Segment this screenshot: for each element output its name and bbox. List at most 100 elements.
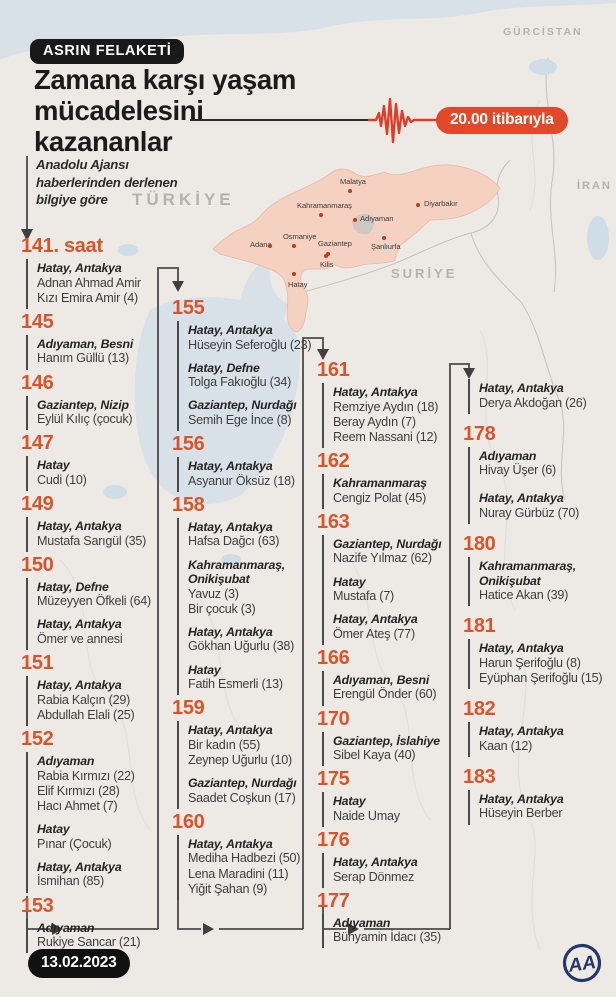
location-label: Hatay <box>333 794 366 809</box>
person-name: Hüseyin Seferoğlu (23) <box>188 337 312 352</box>
rescue-item: Gaziantep, Nurdağı Nazife Yılmaz (62) <box>333 537 459 567</box>
person-name: Nuray Gürbüz (70) <box>479 505 580 520</box>
date-badge: 13.02.2023 <box>28 949 130 978</box>
person-name: Erengül Önder (60) <box>333 687 437 702</box>
city-marker-dot <box>292 244 296 248</box>
location-label: Hatay, Antakya <box>333 385 418 399</box>
person-name: Hatice Akan (39) <box>479 588 569 603</box>
entry-items: Hatay, Antakya Rabia Kalçın (29) Abdullah … <box>26 676 169 727</box>
hour-label: 141. saat <box>21 235 103 257</box>
rescue-item: Adıyaman Hivay Üşer (6) <box>479 449 616 479</box>
city-label: Gaziantep <box>318 239 352 248</box>
location-label: Hatay, Antakya <box>479 724 564 739</box>
city-marker-dot <box>416 203 420 207</box>
rescue-item: Hatay, Antakya Bir kadın (55) Zeynep Uğurl… <box>188 723 316 768</box>
location-label: Kahramanmaraş, Onikişubat <box>479 559 576 588</box>
entry-items: Hatay, Antakya Bir kadın (55) Zeynep Uğurl… <box>177 721 316 809</box>
hour-label: 183 <box>463 765 496 788</box>
person-name: Remziye Aydın (18) <box>333 399 439 414</box>
location-label: Gaziantep, İslahiye <box>333 733 440 748</box>
timeline-entry: 161 Hatay, Antakya Remziye Aydın (18) Beray… <box>317 360 459 449</box>
rescue-item: Adıyaman, Besni Erengül Önder (60) <box>333 673 459 703</box>
timeline-entry: 153 Adıyaman Rukiye Sancar (21) <box>21 894 169 954</box>
hour-label: 176 <box>317 829 350 852</box>
hour-label: 175 <box>317 768 350 791</box>
hour-label: 146 <box>21 371 54 394</box>
country-label: SURİYE <box>391 266 458 281</box>
hour-label: 159 <box>172 697 205 720</box>
location-label: Gaziantep, Nurdağı <box>188 398 297 413</box>
location-label: Hatay, Antakya <box>479 491 564 506</box>
timeline-entry: 175 Hatay Naide Umay <box>317 768 459 828</box>
location-label: Hatay, Antakya <box>37 617 122 632</box>
person-name: Hafsa Dağcı (63) <box>188 534 280 549</box>
location-label: Adıyaman <box>479 448 537 463</box>
entry-items: Hatay, Antakya Serap Dönmez <box>322 853 459 888</box>
rescue-item: Hatay, Antakya Ömer Ateş (77) <box>333 612 459 642</box>
location-label: Hatay, Antakya <box>188 836 273 851</box>
location-label: Adıyaman, Besni <box>37 336 134 351</box>
hour-label: 153 <box>21 894 54 917</box>
location-label: Hatay <box>37 458 70 473</box>
country-label: TÜRKİYE <box>132 190 235 209</box>
hour-label: 180 <box>463 533 496 556</box>
location-label: Hatay, Antakya <box>333 612 418 627</box>
location-label: Hatay <box>188 662 221 677</box>
timeline-column-3: 161 Hatay, Antakya Remziye Aydın (18) Beray… <box>317 360 459 951</box>
person-name: Müzeyyen Öfkeli (64) <box>37 594 151 609</box>
rescue-item: Hatay Pınar (Çocuk) <box>37 822 169 852</box>
rescue-item: Gaziantep, Nurdağı Saadet Coşkun (17) <box>188 776 316 806</box>
country-label: İRAN <box>577 180 612 192</box>
anadolu-agency-logo: AA <box>562 943 602 983</box>
timeline-column-2: 155 Hatay, Antakya Hüseyin Seferoğlu (23) H… <box>172 298 316 903</box>
timeline-entry: 160 Hatay, Antakya Mediha Hadbezi (50) Lena… <box>172 811 316 901</box>
person-name: Serap Dönmez <box>333 869 414 884</box>
person-name: Harun Şerifoğlu (8) <box>479 655 581 670</box>
entry-items: Hatay, Antakya Hafsa Dağcı (63) Kahramanma… <box>177 517 316 696</box>
hour-label: 162 <box>317 450 350 473</box>
person-name: Rabia Kırmızı (22) <box>37 768 135 783</box>
location-label: Hatay, Defne <box>37 579 109 594</box>
timeline-entry: 158 Hatay, Antakya Hafsa Dağcı (63) Kahrama… <box>172 493 316 696</box>
hour-label: 178 <box>463 422 496 445</box>
rescue-item: Hatay, Antakya Gökhan Uğurlu (38) <box>188 625 316 655</box>
rescue-item: Hatay, Antakya Remziye Aydın (18) Beray Ay… <box>333 385 459 445</box>
heartbeat-ekg-icon <box>368 97 438 144</box>
person-name: Fatih Esmerli (13) <box>188 677 283 692</box>
rescue-item: Gaziantep, İslahiye Sibel Kaya (40) <box>333 734 459 764</box>
entry-items: Adıyaman Rukiye Sancar (21) <box>26 918 169 954</box>
location-label: Hatay, Antakya <box>333 855 418 870</box>
entry-items: Hatay Cudi (10) <box>26 456 169 492</box>
hour-label: 155 <box>172 297 205 319</box>
city-marker-dot <box>348 189 352 193</box>
city-marker-dot <box>326 252 330 256</box>
rescue-item: Hatay Mustafa (7) <box>333 575 459 605</box>
rescue-item: Hatay, Antakya Derya Akdoğan (26) <box>479 381 616 411</box>
rescue-item: Hatay Naide Umay <box>333 794 459 824</box>
location-label: Hatay, Defne <box>188 360 260 375</box>
city-marker-dot <box>292 272 296 276</box>
entry-items: Hatay, Antakya Adnan Ahmad Amir Kızı Emira… <box>26 259 169 309</box>
hour-label: 151 <box>21 652 54 675</box>
rescue-item: Adıyaman Rabia Kırmızı (22) Elif Kırmızı (… <box>37 754 169 814</box>
rescue-item: Hatay, Antakya Harun Şerifoğlu (8) Eyüphan… <box>479 641 616 686</box>
person-name: Bir kadın (55) <box>188 737 261 752</box>
rescue-item: Hatay, Antakya Nuray Gürbüz (70) <box>479 491 616 521</box>
person-name: Mustafa Sarıgül (35) <box>37 533 147 548</box>
city-label: Şanlıurfa <box>371 242 401 251</box>
person-name: İsmihan (85) <box>37 874 104 889</box>
rescue-item: Kahramanmaraş, Onikişubat Yavuz (3) Bir ço… <box>188 558 316 617</box>
rescue-item: Hatay, Antakya İsmihan (85) <box>37 860 169 890</box>
location-label: Hatay, Antakya <box>37 519 122 534</box>
person-name: Gökhan Uğurlu (38) <box>188 639 295 654</box>
entry-items: Adıyaman, Besni Hanım Güllü (13) <box>26 334 169 370</box>
earthquake-region-highlight <box>212 164 501 333</box>
hour-label: 158 <box>172 493 205 516</box>
entry-items: Hatay, Antakya Mediha Hadbezi (50) Lena Ma… <box>177 834 316 901</box>
hour-label: 156 <box>172 433 205 456</box>
city-marker-dot <box>319 213 323 217</box>
timeline-entry: 181 Hatay, Antakya Harun Şerifoğlu (8) Eyüp… <box>463 616 616 690</box>
timeline-column-1: 141. saat Hatay, Antakya Adnan Ahmad Amir K… <box>21 236 169 956</box>
